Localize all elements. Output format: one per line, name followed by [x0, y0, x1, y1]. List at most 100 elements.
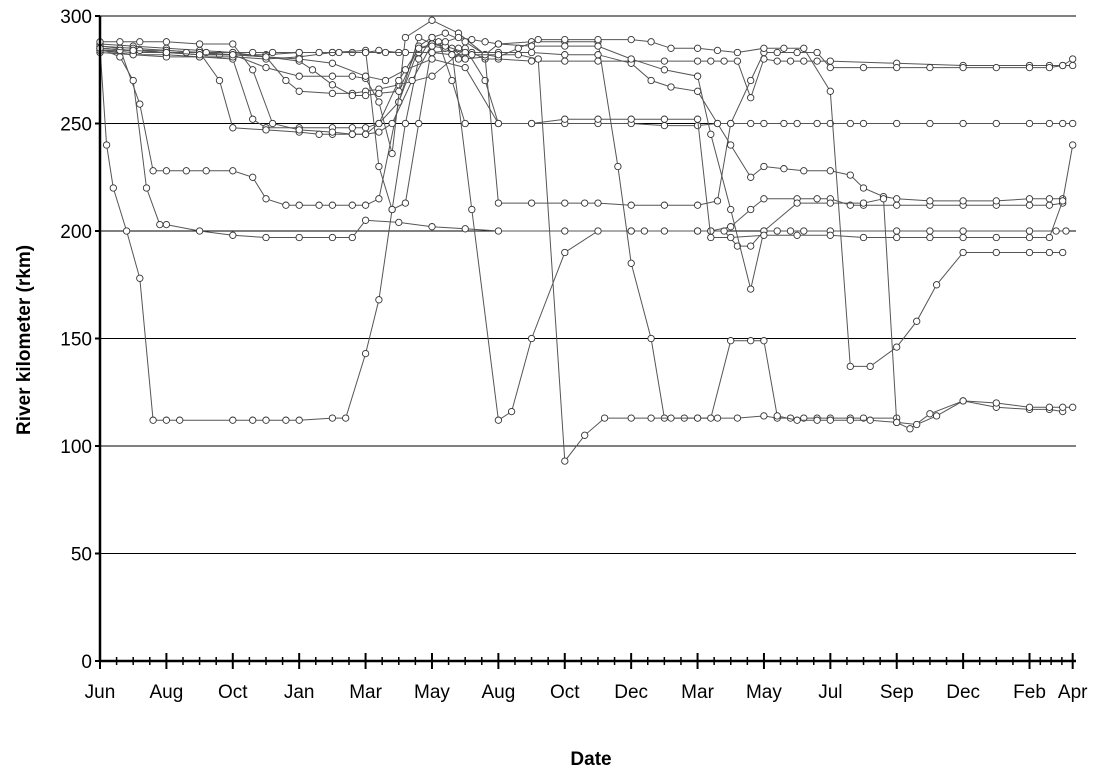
data-point — [1025, 195, 1034, 203]
x-tick-label: Mar — [349, 682, 382, 703]
data-point — [992, 233, 1000, 242]
data-point — [527, 119, 536, 128]
data-point — [893, 63, 901, 72]
data-point — [1045, 248, 1054, 257]
data-point — [249, 115, 257, 123]
data-point — [713, 119, 722, 128]
data-point — [800, 414, 808, 422]
data-point — [747, 94, 755, 102]
data-point — [959, 233, 967, 242]
data-point — [375, 296, 383, 304]
data-point — [693, 115, 702, 123]
data-point — [893, 418, 901, 427]
data-point — [295, 87, 303, 95]
data-point — [647, 414, 655, 422]
data-point — [879, 195, 888, 203]
data-point — [660, 57, 669, 65]
data-point — [415, 55, 423, 63]
data-point — [1059, 403, 1067, 411]
data-point — [149, 416, 157, 424]
data-point — [627, 259, 635, 267]
data-point — [494, 40, 503, 48]
data-point — [926, 233, 934, 242]
data-point — [594, 35, 602, 44]
data-point — [813, 195, 821, 203]
data-point — [468, 35, 476, 44]
data-point — [660, 227, 669, 235]
data-point — [328, 59, 337, 67]
data-point — [727, 223, 735, 231]
data-point — [401, 33, 410, 42]
data-point — [494, 416, 503, 424]
data-point — [926, 119, 934, 128]
data-point — [328, 89, 337, 98]
data-point — [129, 76, 137, 85]
data-point — [195, 51, 204, 59]
data-point — [295, 126, 303, 134]
data-point — [640, 227, 649, 235]
x-tick-label: Jul — [818, 682, 842, 703]
data-point — [415, 33, 423, 42]
data-point — [747, 285, 755, 293]
data-point — [448, 76, 456, 85]
data-point — [282, 416, 290, 424]
data-point — [527, 57, 536, 65]
data-point — [800, 167, 808, 175]
data-point — [268, 48, 277, 57]
data-point — [561, 42, 569, 50]
data-point — [747, 337, 755, 345]
data-point — [494, 119, 503, 128]
data-point — [1045, 403, 1054, 411]
data-point — [793, 199, 801, 207]
data-point — [348, 130, 356, 138]
data-point — [627, 227, 635, 235]
data-point — [295, 416, 303, 424]
data-point — [773, 227, 781, 235]
data-point — [859, 63, 868, 72]
data-point — [600, 414, 609, 422]
series-group — [96, 16, 1077, 465]
data-point — [395, 87, 403, 95]
data-point — [527, 48, 536, 57]
data-point — [494, 51, 503, 59]
data-point — [826, 231, 834, 239]
data-point — [780, 44, 788, 52]
data-point — [727, 119, 735, 128]
series-line — [100, 41, 1063, 202]
data-point — [926, 197, 934, 205]
data-point — [136, 274, 144, 282]
data-point — [959, 248, 967, 257]
data-point — [527, 334, 536, 343]
data-point — [713, 46, 722, 55]
data-point — [361, 349, 370, 358]
data-point — [1025, 227, 1034, 235]
data-point — [315, 201, 323, 209]
data-point — [295, 72, 303, 80]
data-point — [375, 89, 383, 98]
data-point — [627, 201, 635, 209]
data-point — [348, 91, 356, 100]
y-tick-label: 300 — [60, 7, 92, 28]
y-tick-labels: 0 50 100 150 200 250 300 — [60, 7, 92, 673]
data-point — [262, 195, 270, 203]
data-point — [660, 66, 669, 74]
series-10 — [96, 38, 1067, 205]
series-6 — [96, 46, 1067, 424]
series-line — [99, 43, 1073, 127]
data-point — [295, 48, 303, 57]
series-line — [99, 47, 1074, 238]
data-point — [428, 72, 436, 80]
y-tick-label: 150 — [60, 330, 92, 351]
data-point — [647, 38, 655, 46]
data-point — [959, 227, 967, 235]
data-point — [647, 76, 655, 85]
data-point — [468, 205, 476, 214]
data-point — [627, 35, 635, 44]
data-point — [760, 195, 768, 203]
data-point — [428, 33, 436, 42]
data-point — [992, 399, 1000, 407]
data-point — [693, 57, 702, 65]
data-point — [707, 414, 715, 422]
data-point — [693, 414, 702, 422]
